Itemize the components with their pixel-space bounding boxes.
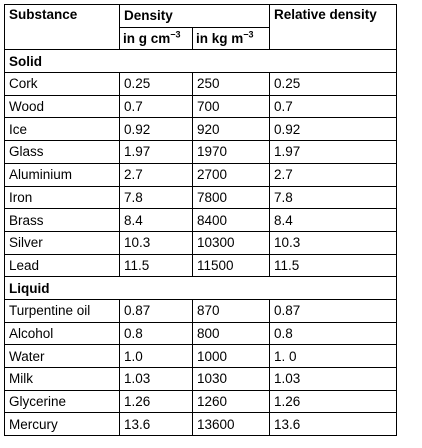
table-row: Wood 0.7 700 0.7 <box>4 94 397 119</box>
density-kg-m3-cell: 7800 <box>192 185 270 210</box>
relative-density-cell: 10.3 <box>269 230 397 255</box>
relative-density-cell: 1. 0 <box>269 344 397 368</box>
substance-name-cell: Wood <box>4 94 120 119</box>
relative-density-cell: 0.7 <box>269 94 397 119</box>
table-row: Brass 8.4 8400 8.4 <box>4 208 397 232</box>
section-row: Liquid <box>4 276 397 300</box>
density-g-cm3-cell: 0.87 <box>119 298 193 323</box>
table-row: Turpentine oil 0.87 870 0.87 <box>4 298 397 323</box>
density-kg-m3-cell: 1030 <box>192 367 270 391</box>
density-g-cm3-cell: 1.97 <box>119 140 193 164</box>
substance-name-cell: Turpentine oil <box>4 298 120 323</box>
density-kg-m3-cell: 800 <box>192 321 270 346</box>
table-row: Alcohol 0.8 800 0.8 <box>4 321 397 346</box>
relative-density-cell: 13.6 <box>269 412 397 437</box>
table-row: Mercury 13.6 13600 13.6 <box>4 412 397 437</box>
unit-kg-m3-header: in kg m−3 <box>192 26 270 51</box>
substance-name-cell: Glycerine <box>4 389 120 414</box>
density-g-cm3-cell: 13.6 <box>119 412 193 437</box>
relative-density-cell: 0.87 <box>269 298 397 323</box>
density-g-cm3-cell: 1.26 <box>119 389 193 414</box>
unit-g-cm3-exponent: −3 <box>170 29 181 40</box>
unit-kg-m3-exponent: −3 <box>243 29 254 40</box>
table-body: Substance Density Relative density in g … <box>4 3 397 437</box>
density-g-cm3-cell: 1.0 <box>119 344 193 368</box>
relative-density-cell: 0.92 <box>269 117 397 142</box>
unit-g-cm3-header: in g cm−3 <box>119 26 193 51</box>
table-row: Cork 0.25 250 0.25 <box>4 72 397 96</box>
density-kg-m3-cell: 250 <box>192 72 270 96</box>
density-kg-m3-cell: 10300 <box>192 230 270 255</box>
relative-density-header: Relative density <box>269 3 397 51</box>
section-label: Liquid <box>4 276 397 300</box>
substance-name-cell: Mercury <box>4 412 120 437</box>
density-kg-m3-cell: 1000 <box>192 344 270 368</box>
density-g-cm3-cell: 0.25 <box>119 72 193 96</box>
table-row: Ice 0.92 920 0.92 <box>4 117 397 142</box>
relative-density-cell: 11.5 <box>269 253 397 278</box>
relative-density-cell: 7.8 <box>269 185 397 210</box>
density-g-cm3-cell: 7.8 <box>119 185 193 210</box>
relative-density-cell: 1.97 <box>269 140 397 164</box>
relative-density-cell: 0.25 <box>269 72 397 96</box>
relative-density-cell: 1.03 <box>269 367 397 391</box>
substance-name-cell: Iron <box>4 185 120 210</box>
relative-density-cell: 8.4 <box>269 208 397 232</box>
density-g-cm3-cell: 8.4 <box>119 208 193 232</box>
density-g-cm3-cell: 0.7 <box>119 94 193 119</box>
table-row: Milk 1.03 1030 1.03 <box>4 367 397 391</box>
substance-name-cell: Glass <box>4 140 120 164</box>
density-kg-m3-cell: 700 <box>192 94 270 119</box>
density-g-cm3-cell: 0.92 <box>119 117 193 142</box>
unit-header-row: in g cm−3 in kg m−3 <box>5 26 397 51</box>
unit-g-cm3-label: in g cm <box>123 31 171 47</box>
table-row: Water 1.0 1000 1. 0 <box>4 344 397 368</box>
density-kg-m3-cell: 870 <box>192 298 270 323</box>
density-g-cm3-cell: 10.3 <box>119 230 193 255</box>
table-row: Glass 1.97 1970 1.97 <box>4 140 397 164</box>
density-kg-m3-cell: 920 <box>192 117 270 142</box>
density-kg-m3-cell: 8400 <box>192 208 270 232</box>
density-kg-m3-cell: 1970 <box>192 140 270 164</box>
section-label: Solid <box>4 49 397 74</box>
section-row: Solid <box>4 49 397 74</box>
density-table: Substance Density Relative density in g … <box>4 3 397 437</box>
substance-name-cell: Water <box>4 344 120 368</box>
density-g-cm3-cell: 1.03 <box>119 367 193 391</box>
density-kg-m3-cell: 13600 <box>192 412 270 437</box>
substance-name-cell: Silver <box>4 230 120 255</box>
density-header: Density <box>119 4 270 28</box>
substance-name-cell: Ice <box>4 117 120 142</box>
substance-name-cell: Aluminium <box>4 162 120 187</box>
table-row: Lead 11.5 11500 11.5 <box>4 253 397 278</box>
substance-name-cell: Brass <box>4 208 120 232</box>
substance-name-cell: Milk <box>4 367 120 391</box>
relative-density-cell: 2.7 <box>269 162 397 187</box>
density-kg-m3-cell: 1260 <box>192 389 270 414</box>
substance-header: Substance <box>4 3 120 51</box>
table-row: Silver 10.3 10300 10.3 <box>4 230 397 255</box>
table-row: Glycerine 1.26 1260 1.26 <box>4 389 397 414</box>
density-kg-m3-cell: 11500 <box>192 253 270 278</box>
density-kg-m3-cell: 2700 <box>192 162 270 187</box>
substance-name-cell: Lead <box>4 253 120 278</box>
density-g-cm3-cell: 2.7 <box>119 162 193 187</box>
table-row: Iron 7.8 7800 7.8 <box>4 185 397 210</box>
density-g-cm3-cell: 11.5 <box>119 253 193 278</box>
substance-name-cell: Alcohol <box>4 321 120 346</box>
table-row: Aluminium 2.7 2700 2.7 <box>4 162 397 187</box>
density-g-cm3-cell: 0.8 <box>119 321 193 346</box>
substance-name-cell: Cork <box>4 72 120 96</box>
unit-kg-m3-label: in kg m <box>196 31 244 47</box>
relative-density-cell: 1.26 <box>269 389 397 414</box>
relative-density-cell: 0.8 <box>269 321 397 346</box>
header-row: Substance Density Relative density <box>4 3 397 51</box>
